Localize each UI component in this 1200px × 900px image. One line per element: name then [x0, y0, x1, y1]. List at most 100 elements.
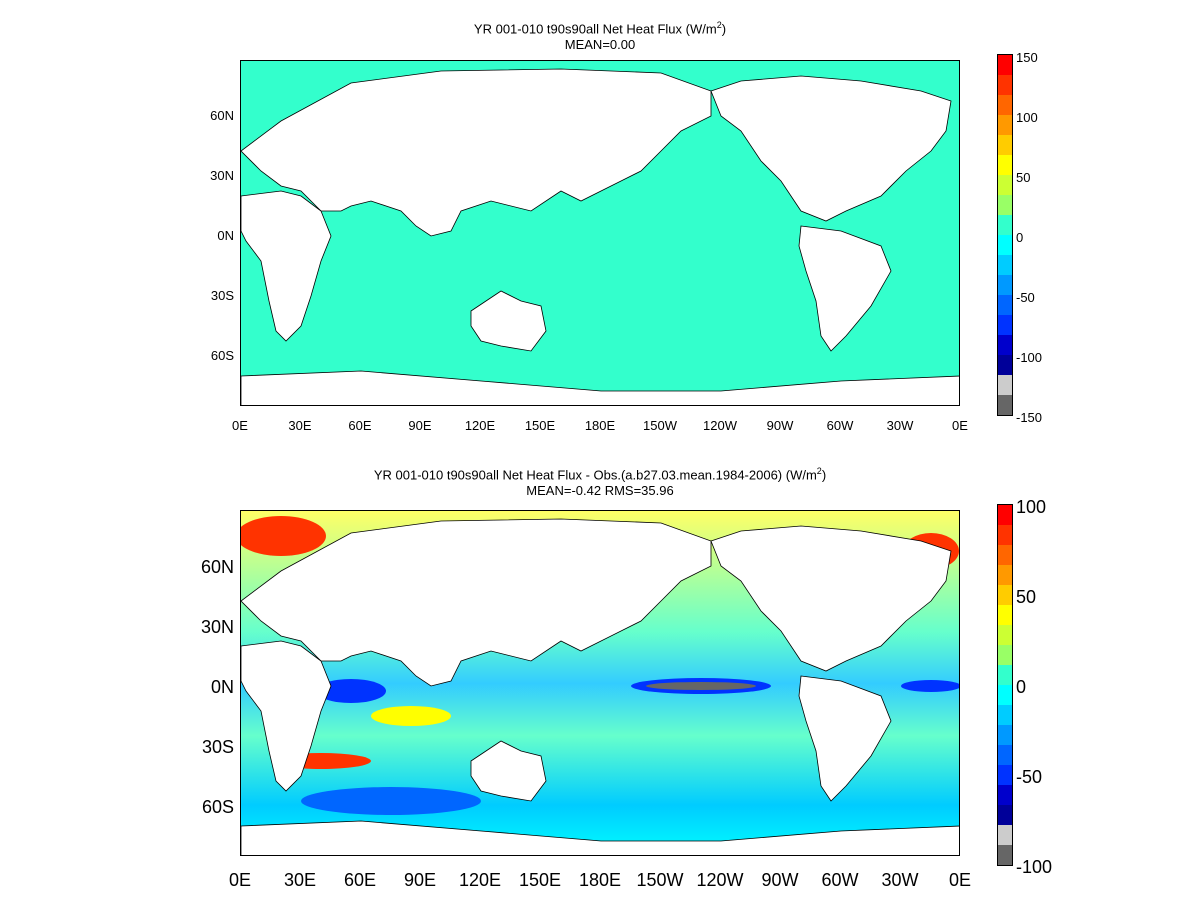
- panel1-lon-label: 30E: [288, 418, 312, 433]
- colorbar-segment: [998, 275, 1012, 295]
- panel1-colorbar-label: -50: [1016, 290, 1035, 305]
- colorbar-segment: [998, 75, 1012, 95]
- colorbar-segment: [998, 155, 1012, 175]
- colorbar-segment: [998, 705, 1012, 725]
- panel2-lon-label: 30E: [283, 870, 317, 890]
- panel2-lat-label: 0N: [210, 677, 234, 697]
- panel2-lon-label: 150W: [636, 870, 684, 890]
- panel2-subtitle: MEAN=-0.42 RMS=35.96: [526, 483, 674, 498]
- panel1-colorbar-label: 0: [1016, 230, 1024, 245]
- panel2-lon-label: 180E: [578, 870, 622, 890]
- colorbar-segment: [998, 175, 1012, 195]
- panel1-lat-label: 60N: [210, 108, 234, 123]
- panel1-title: YR 001-010 t90s90all Net Heat Flux (W/m2…: [473, 20, 727, 37]
- panel1-lon-label: 60W: [826, 418, 854, 433]
- colorbar-segment: [998, 585, 1012, 605]
- panel1-colorbar-label: -150: [1016, 410, 1043, 425]
- colorbar-segment: [998, 725, 1012, 745]
- colorbar-segment: [998, 525, 1012, 545]
- panel2-lon-label: 90E: [403, 870, 437, 890]
- panel1-map-svg: [241, 61, 959, 405]
- anomaly-feature: [646, 682, 756, 690]
- colorbar-segment: [998, 235, 1012, 255]
- colorbar-segment: [998, 395, 1012, 415]
- colorbar-segment: [998, 605, 1012, 625]
- panel1-lat-label: 30N: [210, 168, 234, 183]
- panel2-lat-label: 30N: [200, 617, 234, 637]
- colorbar-segment: [998, 825, 1012, 845]
- panel1-colorbar-label: -100: [1016, 350, 1043, 365]
- panel1-colorbar-label: 50: [1016, 170, 1031, 185]
- panel2-map: [240, 510, 960, 856]
- panel2-lon-label: 0E: [948, 870, 972, 890]
- colorbar-segment: [998, 665, 1012, 685]
- panel1-land: [241, 68, 959, 405]
- colorbar-segment: [998, 765, 1012, 785]
- panel2-lat-label: 60S: [201, 797, 234, 817]
- colorbar-segment: [998, 625, 1012, 645]
- panel2-lon-label: 90W: [761, 870, 799, 890]
- panel2-lon-label: 30W: [881, 870, 919, 890]
- panel2-lon-label: 0E: [228, 870, 252, 890]
- panel1-lat-label: 60S: [210, 348, 234, 363]
- panel2-land: [241, 518, 959, 855]
- colorbar-segment: [998, 545, 1012, 565]
- panel1-lon-label: 0E: [952, 418, 968, 433]
- panel2-title: YR 001-010 t90s90all Net Heat Flux - Obs…: [373, 466, 827, 483]
- anomaly-feature: [316, 679, 386, 703]
- panel1-lon-label: 120E: [464, 418, 496, 433]
- panel1-subtitle: MEAN=0.00: [564, 37, 636, 52]
- colorbar-segment: [998, 135, 1012, 155]
- panel2-colorbar-label: 100: [1016, 497, 1047, 517]
- panel2-colorbar-label: 0: [1016, 677, 1027, 697]
- colorbar-segment: [998, 685, 1012, 705]
- colorbar-segment: [998, 505, 1012, 525]
- colorbar-segment: [998, 375, 1012, 395]
- panel2-colorbar-label: -50: [1016, 767, 1043, 787]
- panel2-lon-label: 120E: [458, 870, 502, 890]
- panel1-lon-label: 150E: [524, 418, 556, 433]
- panel1-lon-label: 90E: [408, 418, 432, 433]
- panel2-colorbar-label: -100: [1016, 857, 1053, 877]
- anomaly-feature: [901, 680, 959, 692]
- panel1-lon-label: 180E: [584, 418, 616, 433]
- panel1-lon-label: 150W: [643, 418, 677, 433]
- colorbar-segment: [998, 805, 1012, 825]
- panel2-lat-label: 60N: [200, 557, 234, 577]
- panel2-lon-label: 60E: [343, 870, 377, 890]
- colorbar-segment: [998, 745, 1012, 765]
- panel2-colorbar: [997, 504, 1013, 866]
- panel1-lon-label: 120W: [703, 418, 737, 433]
- anomaly-feature: [241, 516, 326, 556]
- panel1-map: [240, 60, 960, 406]
- colorbar-segment: [998, 55, 1012, 75]
- panel1-colorbar: [997, 54, 1013, 416]
- panel1-lat-label: 0N: [217, 228, 234, 243]
- panel1-lon-label: 30W: [886, 418, 914, 433]
- panel2-lon-label: 150E: [518, 870, 562, 890]
- panel1-lon-label: 60E: [348, 418, 372, 433]
- colorbar-segment: [998, 645, 1012, 665]
- panel1-colorbar-label: 100: [1016, 110, 1038, 125]
- anomaly-feature: [371, 706, 451, 726]
- colorbar-segment: [998, 255, 1012, 275]
- panel1-colorbar-label: 150: [1016, 50, 1038, 65]
- colorbar-segment: [998, 195, 1012, 215]
- panel2-lon-label: 60W: [821, 870, 859, 890]
- panel2-lon-label: 120W: [696, 870, 744, 890]
- panel2-lat-label: 30S: [201, 737, 234, 757]
- colorbar-segment: [998, 355, 1012, 375]
- panel1-lat-label: 30S: [210, 288, 234, 303]
- panel1-lon-label: 90W: [766, 418, 794, 433]
- panel2-map-svg: [241, 511, 959, 855]
- colorbar-segment: [998, 335, 1012, 355]
- colorbar-segment: [998, 215, 1012, 235]
- colorbar-segment: [998, 115, 1012, 135]
- colorbar-segment: [998, 95, 1012, 115]
- colorbar-segment: [998, 845, 1012, 865]
- colorbar-segment: [998, 785, 1012, 805]
- panel1-lon-label: 0E: [232, 418, 248, 433]
- colorbar-segment: [998, 565, 1012, 585]
- colorbar-segment: [998, 315, 1012, 335]
- anomaly-feature: [301, 787, 481, 815]
